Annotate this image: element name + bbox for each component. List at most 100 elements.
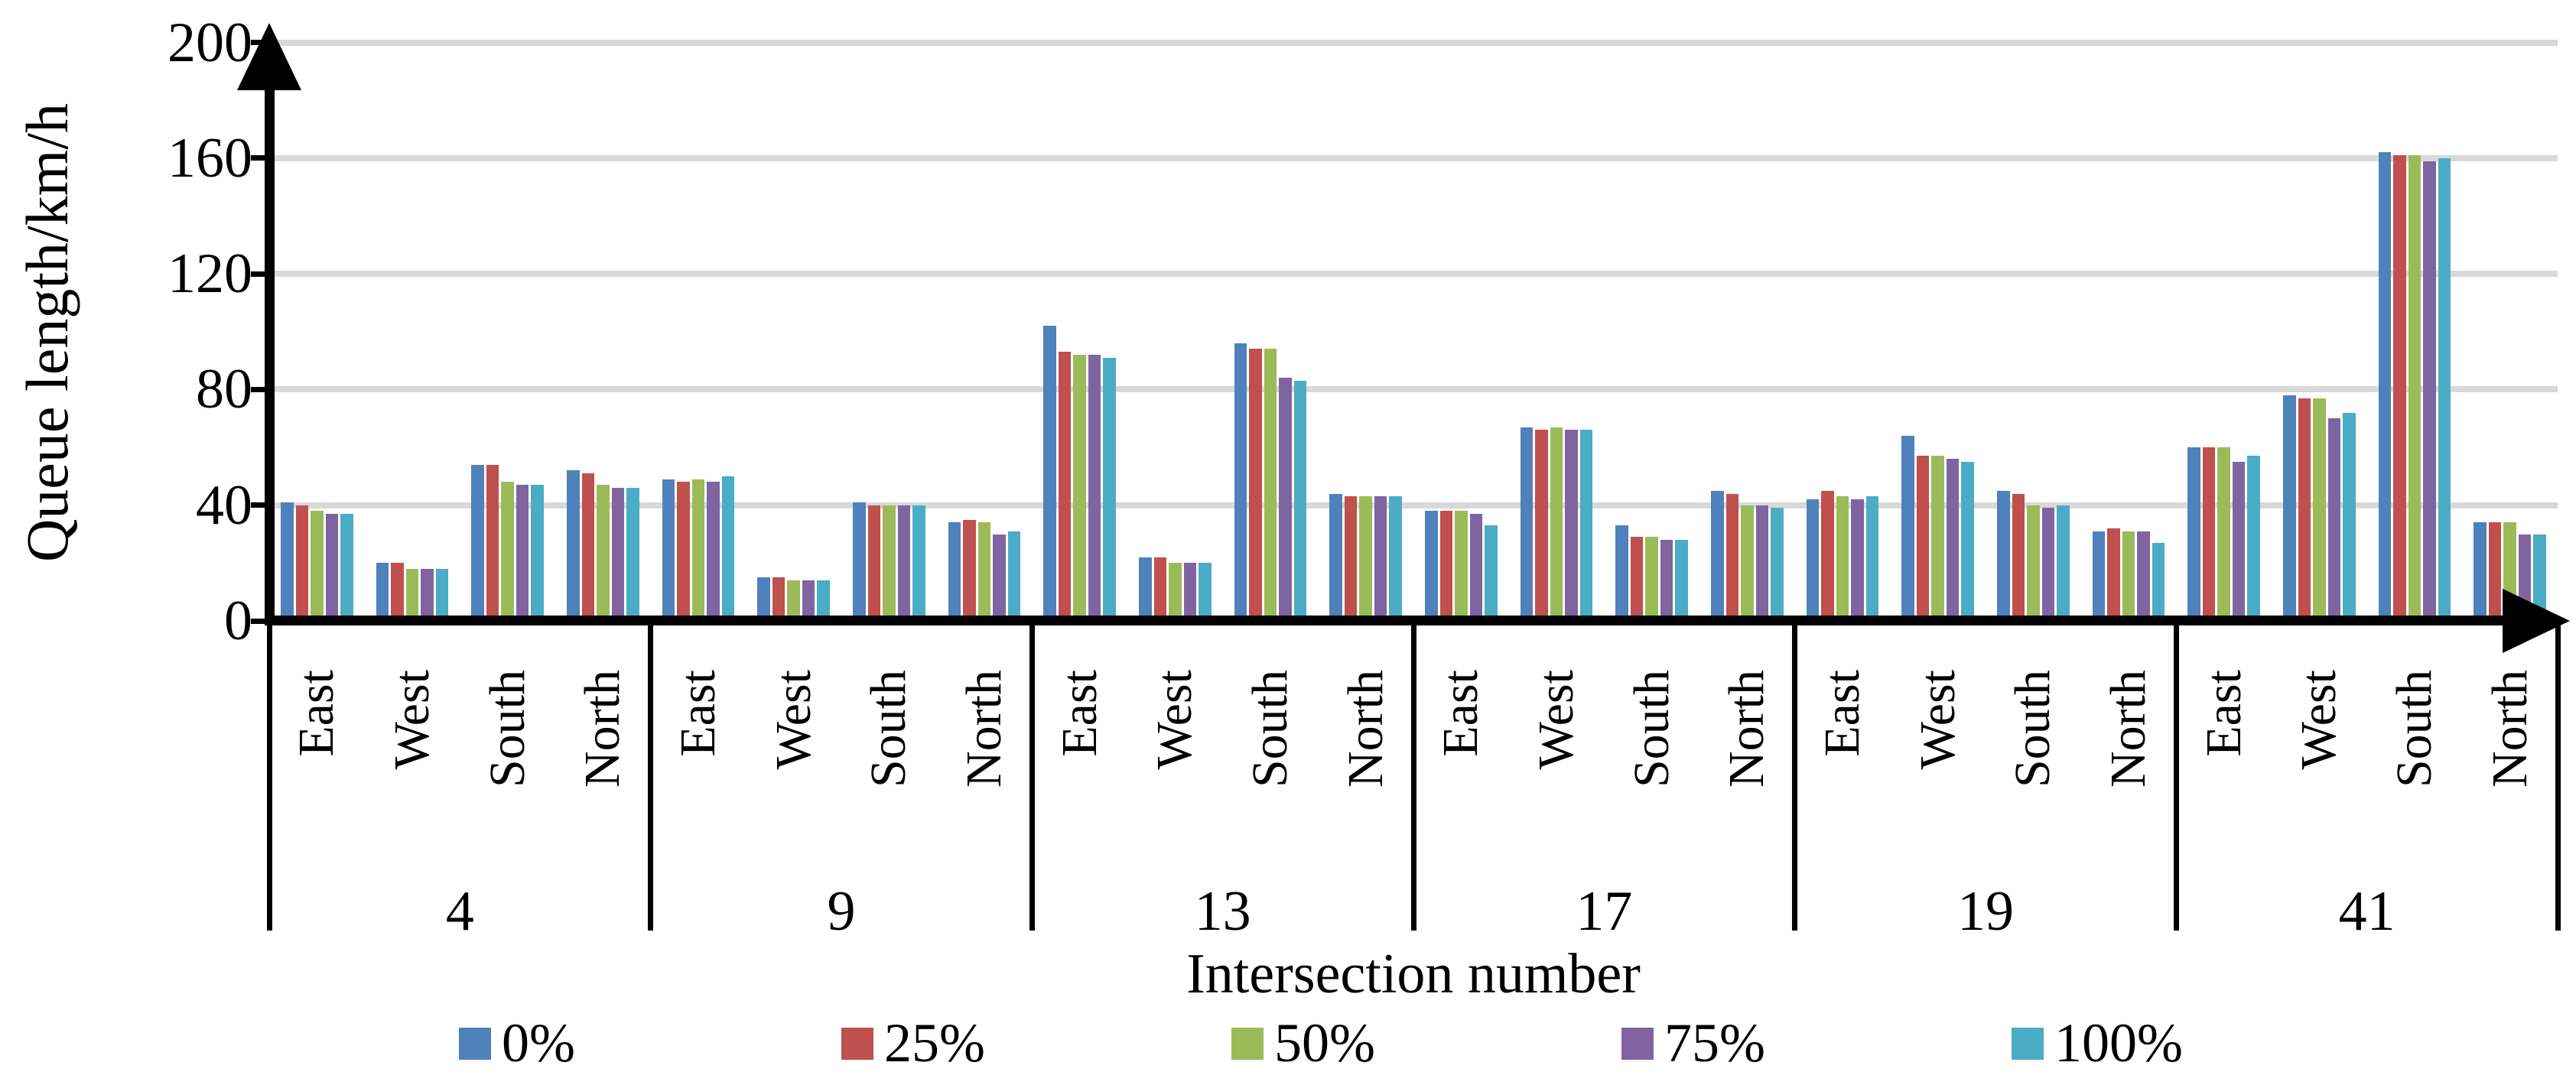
bar-19-east-25% bbox=[1821, 490, 1834, 616]
bar-41-north-0% bbox=[2474, 522, 2487, 616]
category-separator-1 bbox=[648, 621, 654, 931]
intersection-label-41: 41 bbox=[2338, 880, 2395, 943]
intersection-label-9: 9 bbox=[827, 880, 856, 943]
y-tick-label-40: 40 bbox=[196, 473, 252, 537]
bar-9-north-25% bbox=[963, 519, 976, 616]
bar-13-east-50% bbox=[1073, 355, 1086, 616]
bar-13-north-75% bbox=[1374, 496, 1387, 616]
bar-9-south-75% bbox=[897, 505, 911, 616]
legend-label-0%: 0% bbox=[502, 1012, 575, 1074]
x-axis-arrow-icon bbox=[2503, 589, 2570, 653]
bar-13-south-50% bbox=[1264, 349, 1277, 616]
bar-17-south-0% bbox=[1615, 525, 1628, 616]
category-separator-4 bbox=[1792, 621, 1798, 931]
intersection-label-4: 4 bbox=[445, 880, 474, 943]
bar-9-east-100% bbox=[721, 476, 735, 616]
bar-13-north-50% bbox=[1359, 496, 1372, 616]
bar-19-south-0% bbox=[1997, 490, 2010, 616]
bar-9-east-25% bbox=[677, 482, 690, 616]
y-axis-line bbox=[265, 61, 275, 625]
legend-label-25%: 25% bbox=[884, 1012, 985, 1074]
legend-item-0%: 0% bbox=[459, 1011, 575, 1076]
bar-19-west-0% bbox=[1901, 435, 1914, 616]
legend-swatch-icon-75% bbox=[1621, 1027, 1654, 1060]
y-tick-160 bbox=[251, 155, 269, 161]
bar-4-south-0% bbox=[471, 464, 484, 616]
bar-4-east-50% bbox=[311, 511, 324, 616]
y-tick-label-80: 80 bbox=[196, 358, 252, 421]
bar-41-east-50% bbox=[2217, 447, 2230, 616]
category-separator-2 bbox=[1029, 621, 1035, 931]
legend-label-50%: 50% bbox=[1274, 1012, 1375, 1074]
legend-item-50%: 50% bbox=[1231, 1011, 1375, 1076]
bar-19-south-75% bbox=[2041, 508, 2055, 616]
bar-19-north-25% bbox=[2107, 528, 2120, 616]
legend-swatch-icon-50% bbox=[1231, 1027, 1264, 1060]
bar-9-north-50% bbox=[977, 522, 991, 616]
bar-17-east-100% bbox=[1485, 525, 1498, 616]
gridline-200 bbox=[269, 39, 2558, 46]
bar-41-west-25% bbox=[2298, 398, 2311, 616]
x-axis-line bbox=[265, 616, 2521, 625]
bar-9-south-0% bbox=[853, 502, 866, 616]
category-separator-0 bbox=[266, 621, 272, 931]
bar-17-east-50% bbox=[1455, 511, 1468, 616]
y-tick-label-120: 120 bbox=[168, 242, 252, 306]
bar-4-south-50% bbox=[501, 482, 514, 616]
x-axis-title: Intersection number bbox=[1186, 943, 1641, 1005]
y-tick-label-0: 0 bbox=[224, 590, 252, 652]
intersection-label-17: 17 bbox=[1576, 880, 1633, 943]
bar-13-west-100% bbox=[1199, 563, 1212, 616]
bar-41-east-0% bbox=[2187, 447, 2200, 616]
bar-13-east-0% bbox=[1043, 326, 1056, 616]
bar-19-east-0% bbox=[1806, 499, 1820, 616]
bar-17-north-100% bbox=[1771, 508, 1784, 616]
bar-17-south-75% bbox=[1660, 540, 1673, 616]
bar-4-west-0% bbox=[376, 563, 389, 616]
bar-41-west-100% bbox=[2343, 412, 2356, 616]
legend-swatch-icon-100% bbox=[2012, 1027, 2044, 1060]
bar-13-south-0% bbox=[1234, 343, 1247, 616]
bar-19-west-75% bbox=[1946, 459, 1960, 616]
bar-9-north-75% bbox=[993, 534, 1006, 616]
bar-17-south-25% bbox=[1630, 537, 1644, 616]
bar-41-north-25% bbox=[2488, 522, 2502, 616]
bar-13-west-25% bbox=[1153, 557, 1167, 616]
legend-swatch-icon-25% bbox=[841, 1027, 873, 1060]
bar-19-south-100% bbox=[2057, 505, 2070, 616]
bar-9-east-75% bbox=[707, 482, 720, 616]
bar-4-north-50% bbox=[597, 485, 610, 616]
bar-17-west-75% bbox=[1565, 430, 1578, 616]
bar-17-west-0% bbox=[1520, 427, 1534, 616]
bar-13-south-100% bbox=[1293, 381, 1307, 616]
bar-41-south-100% bbox=[2438, 158, 2451, 616]
bar-17-west-25% bbox=[1535, 430, 1548, 616]
bar-4-north-100% bbox=[626, 488, 639, 616]
y-tick-80 bbox=[251, 386, 269, 392]
bar-9-south-100% bbox=[912, 505, 925, 616]
bar-41-south-75% bbox=[2423, 161, 2436, 616]
bar-19-north-100% bbox=[2152, 542, 2165, 616]
gridline-120 bbox=[269, 271, 2558, 278]
bar-4-south-100% bbox=[531, 485, 544, 616]
bar-9-west-100% bbox=[817, 580, 830, 616]
legend-swatch-icon-0% bbox=[459, 1027, 491, 1060]
bar-41-west-0% bbox=[2283, 395, 2296, 616]
gridline-160 bbox=[269, 154, 2558, 161]
y-axis-title: Queue length/km/h bbox=[14, 102, 80, 563]
bar-4-west-50% bbox=[405, 568, 419, 616]
bar-9-north-0% bbox=[948, 522, 961, 616]
bar-4-west-25% bbox=[391, 563, 404, 616]
category-separator-6 bbox=[2555, 621, 2561, 931]
bar-19-north-50% bbox=[2122, 531, 2135, 616]
bar-19-south-50% bbox=[2027, 505, 2040, 616]
bar-9-south-50% bbox=[883, 505, 896, 616]
bar-9-west-25% bbox=[772, 577, 785, 616]
bar-4-north-0% bbox=[567, 470, 580, 616]
bar-4-north-75% bbox=[611, 488, 625, 616]
bar-13-east-75% bbox=[1088, 355, 1101, 616]
bar-13-east-25% bbox=[1058, 352, 1072, 616]
bar-9-north-100% bbox=[1007, 531, 1021, 616]
bar-19-north-0% bbox=[2092, 531, 2106, 616]
